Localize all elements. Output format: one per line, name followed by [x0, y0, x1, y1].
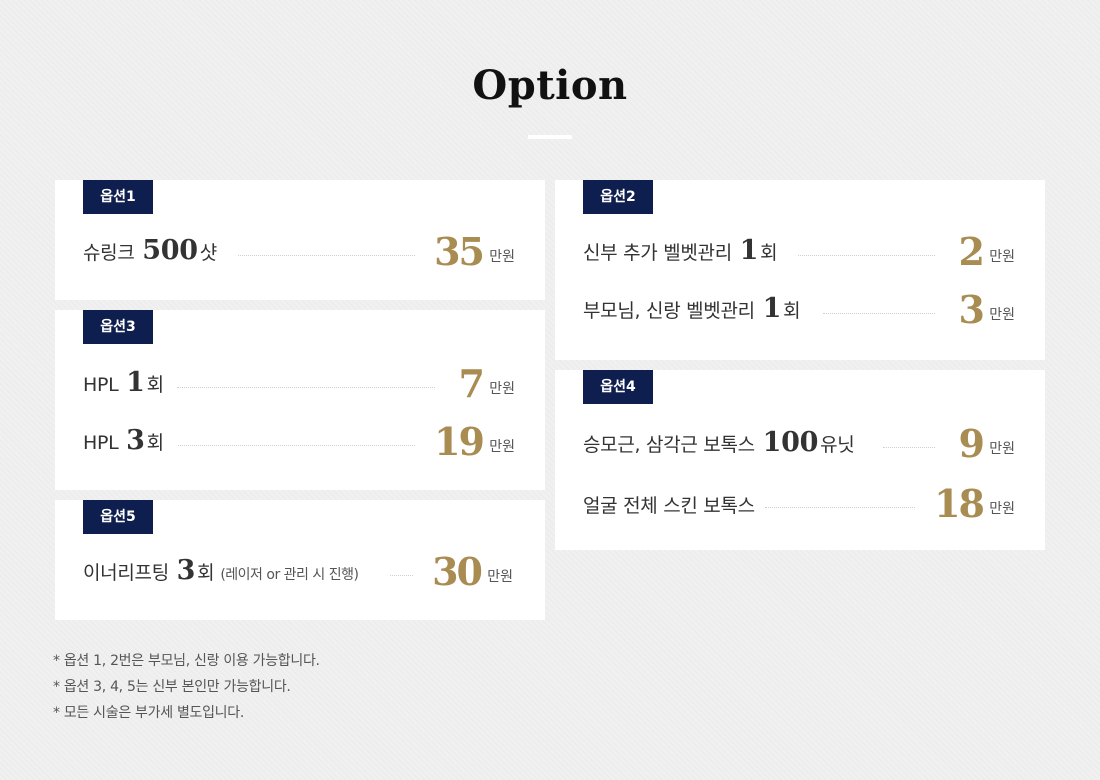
option-badge: 옵션5	[83, 500, 153, 534]
price-unit: 만원	[989, 307, 1015, 323]
option-badge: 옵션4	[583, 370, 653, 404]
option-row: 이너리프팅 3 회 (레이저 or 관리 시 진행) 30 만원	[83, 552, 513, 592]
price-unit: 만원	[989, 501, 1015, 517]
option-price: 7	[458, 361, 485, 406]
option-price: 30	[432, 549, 483, 594]
footnote-line: * 옵션 1, 2번은 부모님, 신랑 이용 가능합니다.	[53, 653, 320, 669]
dotted-leader	[765, 507, 915, 508]
option-item-name: 이너리프팅 3 회 (레이저 or 관리 시 진행)	[83, 555, 359, 586]
price-unit: 만원	[989, 441, 1015, 457]
option-badge: 옵션3	[83, 310, 153, 344]
title-underline	[528, 135, 572, 139]
option-card-4: 옵션4 승모근, 삼각근 보톡스 100 유닛 9 만원 얼굴 전체 스킨 보톡스…	[555, 370, 1045, 550]
price-unit: 만원	[487, 569, 513, 585]
option-card-5: 옵션5 이너리프팅 3 회 (레이저 or 관리 시 진행) 30 만원	[55, 500, 545, 620]
option-badge: 옵션1	[83, 180, 153, 214]
option-item-note: (레이저 or 관리 시 진행)	[220, 567, 359, 583]
option-price: 18	[934, 481, 985, 526]
dotted-leader	[883, 447, 935, 448]
dotted-leader	[177, 387, 435, 388]
price-unit: 만원	[489, 249, 515, 265]
dotted-leader	[238, 255, 415, 256]
price-unit: 만원	[989, 249, 1015, 265]
dotted-leader	[823, 313, 935, 314]
option-row: 슈링크 500 샷 35 만원	[83, 232, 515, 272]
dotted-leader	[798, 255, 935, 256]
option-price: 35	[434, 229, 485, 274]
option-row: 얼굴 전체 스킨 보톡스 18 만원	[583, 484, 1015, 524]
option-price: 19	[434, 419, 485, 464]
footnotes: * 옵션 1, 2번은 부모님, 신랑 이용 가능합니다. * 옵션 3, 4,…	[53, 648, 320, 726]
option-price: 2	[958, 229, 985, 274]
option-item-name: 슈링크 500 샷	[83, 235, 217, 266]
price-unit: 만원	[489, 439, 515, 455]
option-item-name: 승모근, 삼각근 보톡스 100 유닛	[583, 427, 855, 458]
option-item-name: 얼굴 전체 스킨 보톡스	[583, 495, 755, 517]
page-title: Option	[472, 62, 628, 109]
option-card-1: 옵션1 슈링크 500 샷 35 만원	[55, 180, 545, 300]
option-badge: 옵션2	[583, 180, 653, 214]
option-row: 승모근, 삼각근 보톡스 100 유닛 9 만원	[583, 424, 1015, 464]
dotted-leader	[178, 445, 415, 446]
dotted-leader	[390, 575, 413, 576]
option-price: 3	[958, 287, 985, 332]
price-unit: 만원	[489, 381, 515, 397]
footnote-line: * 옵션 3, 4, 5는 신부 본인만 가능합니다.	[53, 679, 291, 695]
option-price: 9	[958, 421, 985, 466]
footnote-line: * 모든 시술은 부가세 별도입니다.	[53, 705, 244, 721]
